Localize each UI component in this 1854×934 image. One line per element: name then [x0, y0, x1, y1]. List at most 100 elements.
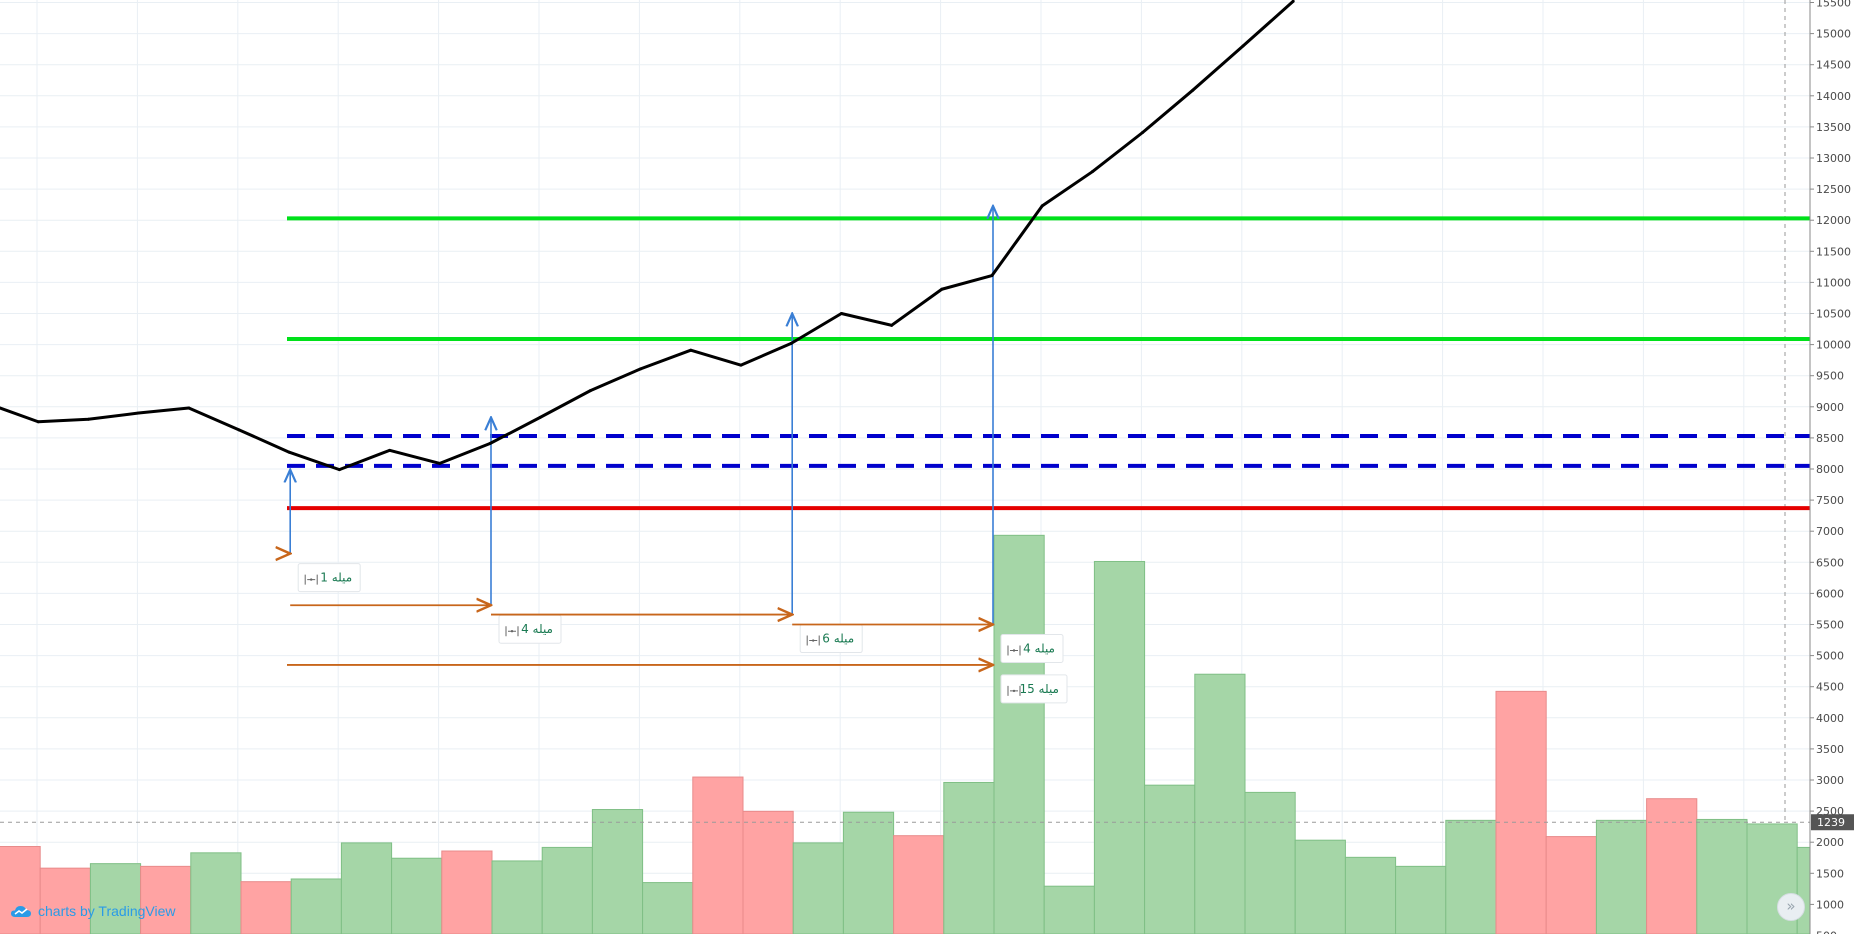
bars-range-icon: [1007, 645, 1021, 656]
bars-range-label: 1 میله: [320, 571, 352, 585]
volume-bar: [1495, 690, 1547, 934]
bars-range-annotation[interactable]: 4 میله: [792, 625, 1064, 663]
price-point: [438, 461, 442, 465]
price-axis-label: 8500: [1816, 432, 1844, 445]
price-axis-label: 1000: [1816, 898, 1844, 911]
price-axis-background: [1810, 0, 1854, 934]
price-axis-label: 6500: [1816, 556, 1844, 569]
price-point: [990, 274, 994, 278]
tradingview-watermark[interactable]: charts by TradingView: [10, 900, 175, 922]
volume-current-marker: 1239: [1811, 814, 1854, 831]
price-axis-label: 3500: [1816, 743, 1844, 756]
price-point: [137, 411, 141, 415]
volume-bar: [993, 534, 1045, 934]
volume-bar: [1646, 798, 1698, 934]
price-point: [287, 450, 291, 454]
price-axis-label: 8000: [1816, 463, 1844, 476]
volume-bar: [1244, 791, 1296, 934]
price-axis-label: 12000: [1816, 214, 1851, 227]
volume-bar: [1344, 856, 1397, 934]
bars-range-label: 4 میله: [521, 622, 553, 636]
price-point: [1241, 44, 1245, 48]
price-axis-label: 11500: [1816, 245, 1851, 258]
volume-bar: [792, 842, 844, 934]
price-point: [639, 367, 643, 371]
bars-range-annotation[interactable]: 1 میله: [287, 554, 361, 593]
price-point: [388, 448, 392, 452]
price-axis-label: 500: [1816, 930, 1837, 934]
volume-current-marker-label: 1239: [1817, 816, 1845, 829]
price-point: [1141, 130, 1145, 134]
bars-range-label: 4 میله: [1023, 642, 1055, 656]
price-line: [0, 0, 1295, 472]
price-point: [890, 323, 894, 327]
price-point: [1191, 88, 1195, 92]
volume-bar: [190, 852, 242, 934]
double-chevron-right-icon: »: [1786, 897, 1796, 915]
volume-bar: [391, 857, 443, 934]
price-axis-label: 5500: [1816, 619, 1844, 632]
volume-bar: [1144, 784, 1196, 934]
volume-bar: [842, 811, 895, 934]
price-point: [940, 287, 944, 291]
range-icon-dot: [1012, 689, 1016, 693]
bars-range-icon: [505, 626, 519, 637]
volume-bar: [1294, 839, 1346, 934]
bars-range-label-box: [1000, 634, 1064, 663]
volume-bar: [290, 878, 342, 934]
price-axis-label: 14000: [1816, 90, 1851, 103]
horizontal-levels[interactable]: [287, 216, 1810, 511]
range-annotations[interactable]: 1 میله 4 میله 6 میله 4 میله 15 میله: [287, 206, 1068, 704]
range-icon-dot: [510, 630, 514, 633]
bars-range-annotation[interactable]: 15 میله: [287, 665, 1068, 704]
price-axis-label: 11000: [1816, 276, 1851, 289]
price-axis-label: 3000: [1816, 774, 1844, 787]
bars-range-icon: [1007, 685, 1021, 696]
bars-range-icon: [304, 574, 318, 585]
volume-bar: [642, 882, 694, 934]
volume-bar: [541, 846, 593, 934]
bars-range-label: 15 میله: [1019, 682, 1059, 696]
volume-bar: [441, 850, 493, 934]
volume-bar: [692, 776, 744, 934]
volume-current-marker-box: [1811, 814, 1854, 831]
bars-range-label-box: [297, 563, 361, 593]
volume-bar: [39, 867, 91, 934]
volume-bar: [89, 863, 142, 934]
scroll-to-realtime-button[interactable]: »: [1777, 893, 1805, 921]
volume-bar: [240, 881, 292, 934]
price-point: [839, 312, 843, 315]
price-axis-label: 13500: [1816, 121, 1851, 134]
volume-bar: [340, 842, 393, 934]
volume-bar: [943, 781, 995, 934]
price-axis-label: 15000: [1816, 28, 1851, 41]
volume-bar: [1194, 673, 1246, 934]
volume-bar: [742, 810, 794, 934]
price-axis-label: 2000: [1816, 836, 1844, 849]
volume-bar: [1595, 819, 1648, 934]
price-point: [187, 406, 191, 410]
price-point: [488, 441, 492, 445]
range-icon-dot: [1012, 649, 1016, 652]
price-axis-label: 15500: [1816, 0, 1851, 10]
price-axis-label: 9500: [1816, 370, 1844, 383]
price-point: [1090, 170, 1094, 174]
price-axis[interactable]: 15500 15000 14500 14000 13500 13000 12500 12000…: [1809, 0, 1854, 934]
price-point: [337, 468, 341, 472]
price-point: [689, 348, 693, 352]
bars-range-icon: [806, 635, 820, 646]
price-point: [538, 415, 542, 419]
price-axis-label: 4500: [1816, 681, 1844, 694]
price-axis-label: 4000: [1816, 712, 1844, 725]
price-axis-label: 12500: [1816, 183, 1851, 196]
price-axis-label: 5000: [1816, 650, 1844, 663]
price-point: [1291, 0, 1295, 3]
price-axis-label: 1500: [1816, 867, 1844, 880]
volume-bar: [1545, 836, 1597, 934]
volume-bar: [1445, 819, 1497, 934]
bars-range-annotation[interactable]: 6 میله: [491, 615, 863, 654]
volume-bar: [140, 865, 192, 934]
volume-bars: [0, 534, 1848, 934]
price-point: [789, 341, 793, 345]
